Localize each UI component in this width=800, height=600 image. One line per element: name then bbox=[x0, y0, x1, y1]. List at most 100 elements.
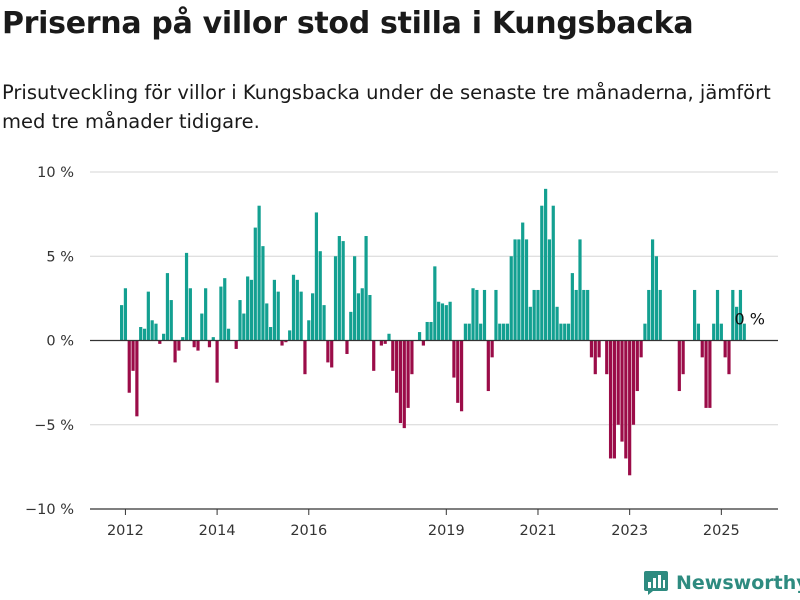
bar bbox=[440, 303, 445, 341]
bar bbox=[463, 323, 467, 341]
bar bbox=[570, 273, 574, 341]
bar bbox=[452, 340, 456, 378]
bar bbox=[158, 340, 162, 344]
bar bbox=[421, 340, 425, 346]
bar bbox=[456, 340, 460, 403]
bar bbox=[410, 340, 414, 375]
chart-title: Priserna på villor stod stilla i Kungsba… bbox=[2, 6, 694, 41]
bar bbox=[257, 205, 261, 341]
bar bbox=[330, 340, 334, 368]
axes: 10 % 5 % 0 % −5 % −10 % 2012 2014 2016 2019 2021 2… bbox=[25, 165, 778, 539]
bar bbox=[616, 340, 620, 425]
bar bbox=[521, 222, 525, 341]
bar bbox=[647, 289, 651, 341]
bar bbox=[482, 289, 487, 341]
bar bbox=[628, 340, 632, 476]
bar bbox=[131, 340, 135, 371]
bar bbox=[505, 323, 510, 341]
bar bbox=[742, 323, 746, 341]
brand-logo[interactable]: Newsworthy bbox=[644, 568, 800, 598]
bar bbox=[322, 305, 326, 341]
bar bbox=[123, 288, 128, 341]
bar bbox=[677, 340, 681, 392]
bar bbox=[379, 340, 383, 346]
bar bbox=[700, 340, 704, 358]
bar bbox=[612, 340, 616, 459]
bar bbox=[654, 256, 658, 341]
bar bbox=[395, 340, 399, 393]
bar bbox=[620, 340, 624, 442]
bar bbox=[165, 273, 170, 341]
x-tick-label: 2021 bbox=[520, 523, 557, 539]
bar bbox=[177, 340, 181, 351]
bar bbox=[494, 289, 498, 341]
bar bbox=[593, 340, 597, 375]
bar bbox=[658, 289, 662, 341]
bar bbox=[429, 321, 433, 341]
x-tick-label: 2016 bbox=[290, 523, 327, 539]
bar bbox=[544, 188, 548, 341]
bar bbox=[303, 340, 307, 375]
bar bbox=[582, 289, 586, 341]
bar bbox=[563, 323, 567, 341]
bar bbox=[307, 320, 311, 341]
bar bbox=[268, 327, 273, 341]
bar bbox=[204, 288, 208, 341]
bar bbox=[650, 239, 655, 341]
bar bbox=[356, 293, 361, 341]
bar bbox=[540, 205, 544, 341]
bar bbox=[605, 340, 609, 375]
bar bbox=[566, 323, 571, 341]
bar bbox=[715, 289, 720, 341]
bar bbox=[490, 340, 494, 358]
bar bbox=[387, 333, 391, 341]
bar bbox=[693, 289, 697, 341]
bar bbox=[162, 333, 166, 341]
bar bbox=[608, 340, 613, 459]
bar bbox=[417, 332, 422, 341]
bar bbox=[276, 291, 280, 341]
bar bbox=[135, 340, 139, 417]
bar bbox=[467, 323, 471, 341]
bar bbox=[280, 340, 284, 346]
bar bbox=[727, 340, 731, 375]
bar bbox=[345, 340, 349, 354]
bar bbox=[444, 305, 448, 341]
bar bbox=[337, 236, 341, 341]
bar bbox=[223, 278, 227, 341]
bar bbox=[433, 266, 437, 341]
bar bbox=[574, 289, 578, 341]
bar bbox=[513, 239, 517, 341]
bar bbox=[735, 306, 739, 341]
bar bbox=[479, 323, 483, 341]
bar bbox=[142, 328, 147, 341]
bar bbox=[502, 323, 506, 341]
bar bbox=[624, 340, 628, 459]
bar bbox=[368, 295, 372, 341]
y-tick-label: 0 % bbox=[46, 334, 74, 350]
bar bbox=[146, 291, 150, 341]
bar bbox=[219, 286, 223, 341]
bar bbox=[249, 279, 254, 341]
bar bbox=[498, 323, 502, 341]
bar bbox=[589, 340, 594, 358]
bar bbox=[536, 289, 540, 341]
bar bbox=[631, 340, 636, 425]
bar bbox=[486, 340, 490, 392]
bar bbox=[200, 313, 204, 341]
bar bbox=[696, 323, 701, 341]
bar bbox=[681, 340, 685, 375]
bar bbox=[284, 340, 288, 343]
y-tick-label: 5 % bbox=[46, 249, 74, 265]
bar bbox=[261, 246, 265, 341]
bar bbox=[226, 328, 231, 341]
bar bbox=[318, 251, 322, 341]
bar bbox=[559, 323, 563, 341]
bar bbox=[738, 289, 743, 341]
bar bbox=[341, 241, 345, 341]
x-tick-label: 2019 bbox=[428, 523, 465, 539]
bar bbox=[425, 321, 429, 341]
y-tick-label: −10 % bbox=[25, 502, 74, 518]
bar bbox=[391, 340, 395, 371]
